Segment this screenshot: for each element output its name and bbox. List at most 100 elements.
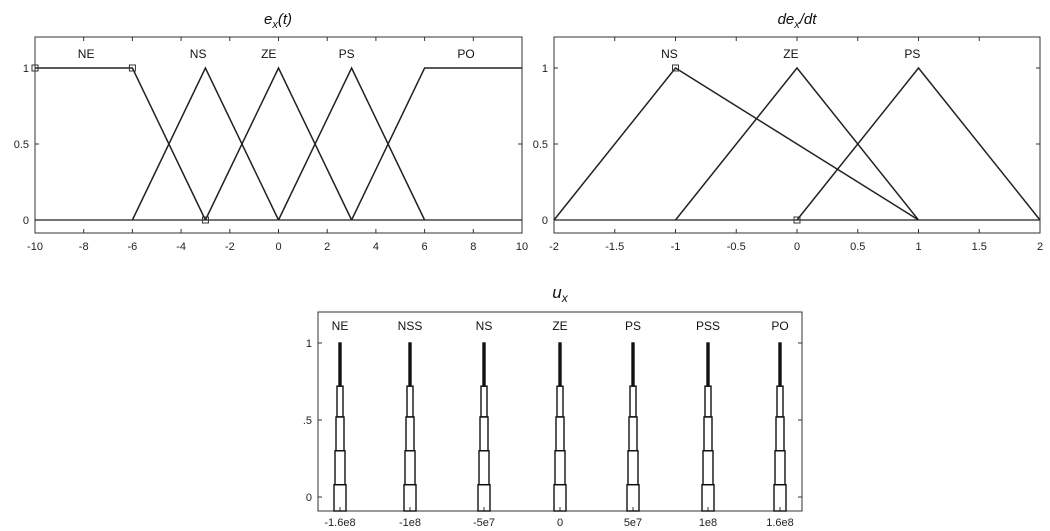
- mf-spike-ps: [629, 385, 637, 418]
- mf-label-ze: ZE: [552, 319, 567, 333]
- mf-line-ze: [674, 66, 920, 221]
- mf-line-po: [350, 67, 522, 221]
- x-tick-label: 2: [324, 241, 330, 253]
- mf-line-ps: [277, 66, 426, 221]
- y-tick-label: 0.5: [533, 139, 548, 151]
- mf-spike-po: [773, 483, 787, 512]
- mf-spike-ns: [477, 483, 491, 512]
- mf-spike-pss: [701, 483, 715, 512]
- chart-title-main: u: [552, 283, 562, 302]
- point-marker: [793, 216, 801, 224]
- x-tick-label: -2: [225, 241, 235, 253]
- x-tick-label: 1.5: [972, 241, 987, 253]
- mf-spike-ps: [627, 450, 639, 486]
- mf-spike-ns: [478, 450, 490, 486]
- mf-spike-nss: [403, 483, 417, 512]
- x-tick-label: -4: [176, 241, 186, 253]
- chart-title-tail: /dt: [799, 11, 818, 28]
- chart-title-sub: x: [271, 19, 278, 31]
- x-tick-label: 4: [373, 241, 379, 253]
- x-tick-label: -1e8: [399, 517, 421, 529]
- mf-spike-nss: [405, 416, 415, 452]
- mf-spike-po: [776, 385, 784, 418]
- mf-spike-ne: [335, 416, 345, 452]
- y-tick-label: 0: [306, 492, 312, 504]
- mf-spike-nss: [404, 450, 416, 486]
- mf-spike-ne: [333, 483, 347, 512]
- mf-spike-ze: [553, 483, 567, 512]
- point-marker: [672, 64, 679, 72]
- chart-title-main: de: [778, 11, 795, 28]
- x-tick-label: -0.5: [727, 241, 746, 253]
- x-tick-label: -1: [671, 241, 681, 253]
- mf-spike-po: [774, 450, 786, 486]
- point-marker: [201, 216, 209, 224]
- mf-line-ze: [204, 66, 353, 221]
- y-tick-label: 0: [23, 215, 29, 227]
- mf-line-ne: [35, 67, 207, 221]
- x-tick-label: 5e7: [624, 517, 642, 529]
- mf-spike-ze: [555, 416, 565, 452]
- chart-title-main: e: [264, 11, 272, 28]
- mf-spike-nss: [406, 385, 414, 418]
- mf-label-po: PO: [457, 47, 474, 61]
- x-tick-label: 0: [557, 517, 563, 529]
- x-tick-label: -5e7: [473, 517, 495, 529]
- mf-spike-ps: [626, 483, 640, 512]
- mf-spike-ze: [554, 450, 566, 486]
- y-tick-label: 1: [542, 63, 548, 75]
- mf-label-nss: NSS: [398, 319, 423, 333]
- point-marker: [31, 64, 39, 72]
- chart-title-sub: x: [793, 19, 800, 31]
- mf-spike-pss: [702, 450, 714, 486]
- mf-spike-ze: [556, 385, 564, 418]
- chart-title-sub: x: [561, 291, 569, 305]
- mf-spike-pss: [703, 416, 713, 452]
- chart-title-2: ux: [552, 283, 568, 305]
- x-tick-label: 0.5: [850, 241, 865, 253]
- mf-label-ne: NE: [78, 47, 95, 61]
- x-tick-label: -8: [79, 241, 89, 253]
- mf-label-ns: NS: [190, 47, 207, 61]
- y-tick-label: 0.5: [14, 139, 29, 151]
- mf-spike-po: [775, 416, 785, 452]
- y-tick-label: .5: [303, 415, 312, 427]
- mf-line-ps: [796, 66, 1041, 221]
- x-tick-label: -6: [128, 241, 138, 253]
- mf-label-pss: PSS: [696, 319, 720, 333]
- point-marker: [128, 64, 136, 72]
- x-tick-label: 6: [422, 241, 428, 253]
- x-tick-label: -1.5: [605, 241, 624, 253]
- mf-line-ns: [131, 66, 280, 221]
- x-tick-label: -1.6e8: [324, 517, 355, 529]
- mf-label-ns: NS: [661, 47, 678, 61]
- mf-spike-ps: [628, 416, 638, 452]
- x-tick-label: 1.6e8: [766, 517, 794, 529]
- mf-label-ns: NS: [476, 319, 493, 333]
- x-tick-label: 0: [275, 241, 281, 253]
- x-tick-label: 10: [516, 241, 528, 253]
- mf-spike-ne: [336, 385, 344, 418]
- x-tick-label: 0: [794, 241, 800, 253]
- mf-spike-pss: [704, 385, 712, 418]
- mf-label-ne: NE: [332, 319, 349, 333]
- x-tick-label: 1e8: [699, 517, 717, 529]
- x-tick-label: 1: [915, 241, 921, 253]
- chart-title-1: dex/dt: [778, 11, 818, 31]
- y-tick-label: 1: [306, 338, 312, 350]
- mf-label-ze: ZE: [261, 47, 276, 61]
- mf-label-po: PO: [771, 319, 788, 333]
- axes-frame-2: [317, 311, 803, 512]
- mf-label-ze: ZE: [783, 47, 798, 61]
- chart-title-tail: (t): [278, 11, 292, 28]
- y-tick-label: 1: [23, 63, 29, 75]
- x-tick-label: -2: [549, 241, 559, 253]
- mf-label-ps: PS: [625, 319, 641, 333]
- mf-label-ps: PS: [904, 47, 920, 61]
- axes-frame-1: [553, 36, 1041, 234]
- mf-spike-ne: [334, 450, 346, 486]
- mf-spike-ns: [479, 416, 489, 452]
- mf-label-ps: PS: [339, 47, 355, 61]
- y-tick-label: 0: [542, 215, 548, 227]
